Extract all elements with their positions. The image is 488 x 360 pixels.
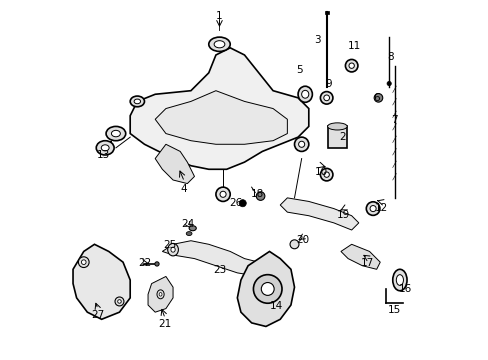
Text: 19: 19	[337, 210, 350, 220]
Polygon shape	[148, 276, 173, 312]
Ellipse shape	[348, 63, 354, 68]
Ellipse shape	[186, 231, 192, 235]
Polygon shape	[73, 244, 130, 319]
Ellipse shape	[208, 37, 230, 51]
Ellipse shape	[118, 300, 121, 303]
Circle shape	[239, 200, 246, 207]
Polygon shape	[155, 91, 287, 144]
Polygon shape	[130, 48, 308, 169]
Text: 7: 7	[390, 115, 397, 125]
Ellipse shape	[345, 59, 357, 72]
Ellipse shape	[395, 275, 403, 285]
Ellipse shape	[298, 141, 304, 147]
Ellipse shape	[298, 86, 312, 102]
Text: 16: 16	[398, 284, 411, 294]
Text: 2: 2	[339, 132, 346, 142]
Text: 27: 27	[91, 310, 104, 320]
Text: 20: 20	[295, 235, 308, 245]
Ellipse shape	[171, 247, 175, 252]
Ellipse shape	[369, 206, 375, 212]
Ellipse shape	[115, 297, 123, 306]
Text: 25: 25	[163, 240, 177, 250]
Text: 4: 4	[180, 184, 187, 194]
Ellipse shape	[289, 240, 298, 249]
Ellipse shape	[157, 290, 164, 299]
Polygon shape	[155, 144, 194, 184]
Text: 24: 24	[181, 219, 194, 229]
Ellipse shape	[167, 243, 178, 256]
Ellipse shape	[320, 91, 332, 104]
Ellipse shape	[96, 141, 114, 155]
Text: 6: 6	[373, 93, 379, 103]
Text: 5: 5	[296, 65, 303, 75]
Ellipse shape	[106, 126, 125, 141]
Circle shape	[253, 275, 282, 303]
Ellipse shape	[324, 172, 328, 177]
Polygon shape	[340, 244, 380, 269]
Ellipse shape	[220, 191, 225, 197]
Text: 15: 15	[387, 305, 400, 315]
Bar	[327, 126, 346, 148]
Ellipse shape	[327, 123, 346, 130]
Ellipse shape	[78, 257, 89, 267]
Polygon shape	[280, 198, 358, 230]
Ellipse shape	[130, 96, 144, 107]
Text: 23: 23	[213, 265, 226, 275]
Bar	[324, 11, 328, 14]
Circle shape	[373, 94, 382, 102]
Text: 1: 1	[216, 12, 223, 21]
Text: 14: 14	[269, 301, 283, 311]
Text: 17: 17	[360, 258, 374, 268]
Ellipse shape	[216, 187, 230, 202]
Text: 13: 13	[97, 150, 110, 160]
Text: 11: 11	[347, 41, 360, 51]
Ellipse shape	[155, 262, 159, 266]
Ellipse shape	[101, 145, 109, 151]
Text: 22: 22	[138, 258, 151, 268]
Ellipse shape	[189, 226, 196, 231]
Ellipse shape	[134, 99, 140, 104]
Ellipse shape	[323, 95, 329, 101]
Ellipse shape	[111, 130, 120, 137]
Polygon shape	[237, 251, 294, 327]
Ellipse shape	[159, 293, 162, 296]
Ellipse shape	[294, 137, 308, 152]
Text: 8: 8	[387, 52, 393, 62]
Ellipse shape	[81, 260, 86, 265]
Ellipse shape	[320, 168, 332, 181]
Ellipse shape	[392, 269, 406, 291]
Polygon shape	[162, 241, 265, 276]
Text: 9: 9	[325, 79, 331, 89]
Ellipse shape	[301, 90, 308, 98]
Text: 18: 18	[250, 189, 263, 199]
Text: 21: 21	[158, 319, 171, 329]
Text: 10: 10	[314, 167, 327, 177]
Ellipse shape	[366, 202, 379, 215]
Ellipse shape	[214, 41, 224, 48]
Circle shape	[256, 192, 264, 201]
Text: 26: 26	[228, 198, 242, 208]
Text: 3: 3	[314, 35, 321, 45]
Ellipse shape	[386, 81, 390, 86]
Text: 12: 12	[374, 203, 387, 213]
Circle shape	[261, 283, 274, 296]
